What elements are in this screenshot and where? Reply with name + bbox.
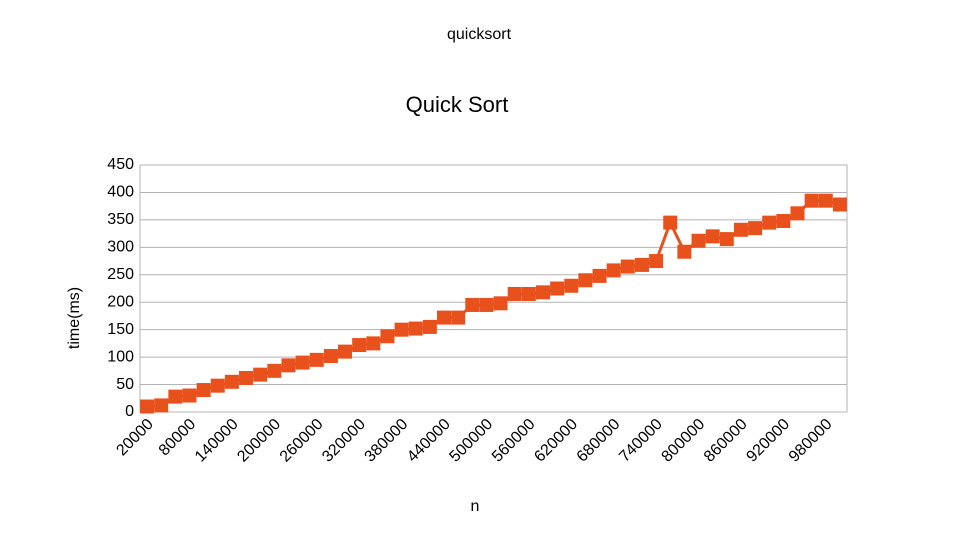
chart-title: Quick Sort: [406, 92, 509, 117]
y-tick-label: 300: [107, 239, 134, 256]
point-marker: [818, 193, 833, 208]
point-marker: [437, 310, 452, 325]
y-tick-label: 450: [107, 156, 134, 173]
plot-border: [139, 164, 848, 413]
point-marker: [253, 367, 268, 382]
point-marker: [677, 244, 692, 259]
point-marker: [776, 213, 791, 228]
y-axis-label: time(ms): [66, 287, 83, 349]
point-marker: [592, 268, 607, 283]
point-marker: [465, 297, 480, 312]
point-marker: [620, 259, 635, 274]
point-marker: [380, 329, 395, 344]
point-marker: [521, 286, 536, 301]
point-marker: [239, 370, 254, 385]
point-marker: [649, 254, 664, 269]
point-marker: [564, 278, 579, 293]
y-tick-label: 200: [107, 293, 134, 310]
point-marker: [210, 378, 225, 393]
point-marker: [804, 193, 819, 208]
point-marker: [790, 206, 805, 221]
y-tick-label: 250: [107, 266, 134, 283]
point-marker: [408, 321, 423, 336]
point-marker: [578, 273, 593, 288]
point-marker: [535, 285, 550, 300]
point-marker: [281, 358, 296, 373]
point-marker: [663, 215, 678, 230]
y-tick-label: 0: [125, 403, 134, 420]
point-marker: [422, 319, 437, 334]
point-marker: [507, 286, 522, 301]
point-marker: [762, 215, 777, 230]
y-tick-label: 100: [107, 348, 134, 365]
point-marker: [154, 398, 169, 413]
y-tick-label: 150: [107, 321, 134, 338]
point-marker: [140, 399, 155, 414]
point-marker: [719, 232, 734, 247]
point-marker: [451, 310, 466, 325]
y-tick-label: 350: [107, 211, 134, 228]
point-marker: [196, 383, 211, 398]
point-marker: [748, 221, 763, 236]
point-marker: [394, 322, 409, 337]
point-marker: [295, 355, 310, 370]
point-marker: [606, 263, 621, 278]
point-marker: [705, 229, 720, 244]
point-marker: [832, 197, 847, 212]
point-marker: [338, 344, 353, 359]
point-marker: [366, 336, 381, 351]
point-marker: [352, 338, 367, 353]
y-tick-label: 50: [116, 376, 134, 393]
point-marker: [479, 297, 494, 312]
point-marker: [267, 363, 282, 378]
point-marker: [224, 374, 239, 389]
point-marker: [634, 257, 649, 272]
chart-suptitle: quicksort: [447, 26, 512, 43]
x-axis-label: n: [471, 498, 480, 515]
point-marker: [323, 349, 338, 364]
point-marker: [182, 388, 197, 403]
point-marker: [493, 296, 508, 311]
point-marker: [309, 352, 324, 367]
y-tick-label: 400: [107, 184, 134, 201]
point-marker: [168, 389, 183, 404]
point-marker: [550, 281, 565, 296]
point-marker: [733, 222, 748, 237]
point-marker: [691, 233, 706, 248]
